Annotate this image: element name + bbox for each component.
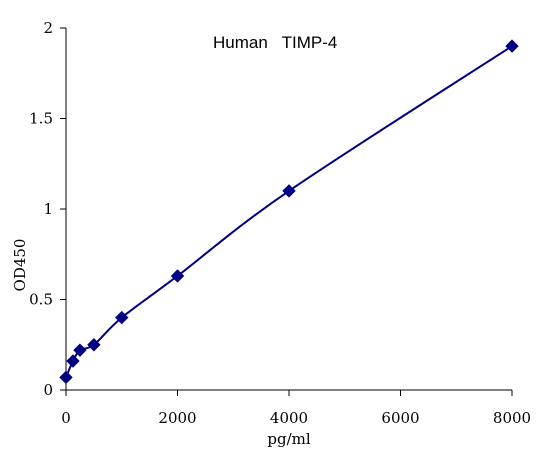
y-tick-label: 1.5 [29,110,53,128]
y-tick-label: 0.5 [29,291,53,309]
y-axis-ticks: 0 0.5 1 1.5 2 [29,19,66,399]
data-point-marker [170,269,185,283]
data-point-marker [73,343,87,357]
data-point-marker [505,39,519,53]
x-tick-label: 8000 [493,409,531,427]
x-tick-label: 4000 [270,409,308,427]
y-tick-label: 2 [43,19,53,37]
x-axis-ticks: 0 2000 4000 6000 8000 [61,390,531,427]
x-tick-label: 2000 [158,409,196,427]
x-tick-label: 0 [61,409,71,427]
x-axis-title: pg/ml [267,430,310,448]
chart-title: Human TIMP-4 [213,33,337,52]
series-curve [65,45,513,378]
y-tick-label: 0 [43,381,53,399]
y-axis-title: OD450 [11,239,29,292]
data-point-marker [87,338,101,352]
x-tick-label: 6000 [381,409,419,427]
series-markers [59,39,519,385]
data-point-marker [59,370,73,385]
plot-area: 0 2000 4000 6000 8000 0 0.5 1 1.5 2 [29,19,531,427]
data-point-marker [115,310,129,325]
data-point-marker [66,354,80,368]
data-point-marker [282,184,296,198]
y-tick-label: 1 [43,200,53,218]
